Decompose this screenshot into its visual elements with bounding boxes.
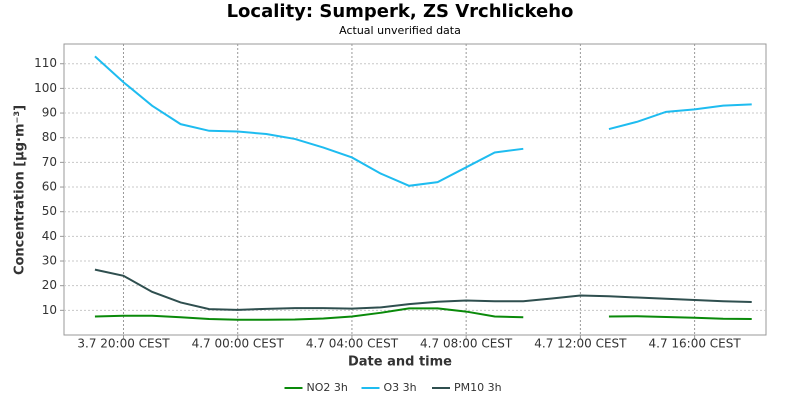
y-tick-label: 100 xyxy=(34,81,57,95)
chart-title: Locality: Sumperk, ZS Vrchlickeho xyxy=(227,1,574,22)
y-tick-label: 20 xyxy=(42,278,57,292)
x-tick-label: 4.7 16:00 CEST xyxy=(649,337,742,351)
chart-subtitle: Actual unverified data xyxy=(339,24,461,37)
legend-label: PM10 3h xyxy=(454,381,502,394)
y-tick-label: 80 xyxy=(42,130,57,144)
x-tick-label: 4.7 08:00 CEST xyxy=(420,337,513,351)
y-axis-title: Concentration [µg·m⁻³] xyxy=(13,105,28,275)
x-axis-title: Date and time xyxy=(348,355,452,370)
y-tick-label: 30 xyxy=(42,254,57,268)
x-tick-label: 4.7 12:00 CEST xyxy=(534,337,627,351)
y-tick-label: 10 xyxy=(42,303,57,317)
y-tick-label: 60 xyxy=(42,180,57,194)
y-tick-label: 40 xyxy=(42,229,57,243)
y-tick-label: 90 xyxy=(42,106,57,120)
x-tick-label: 4.7 00:00 CEST xyxy=(192,337,285,351)
plot-area xyxy=(63,43,767,336)
series-line xyxy=(94,268,752,311)
x-tick-label: 4.7 04:00 CEST xyxy=(306,337,399,351)
series-line xyxy=(94,307,752,321)
x-tick-label: 3.7 20:00 CEST xyxy=(77,337,170,351)
legend-label: NO2 3h xyxy=(307,381,348,394)
y-tick-label: 110 xyxy=(34,56,57,70)
y-tick-label: 50 xyxy=(42,204,57,218)
legend-label: O3 3h xyxy=(384,381,417,394)
series-line xyxy=(94,55,752,187)
y-tick-label: 70 xyxy=(42,155,57,169)
